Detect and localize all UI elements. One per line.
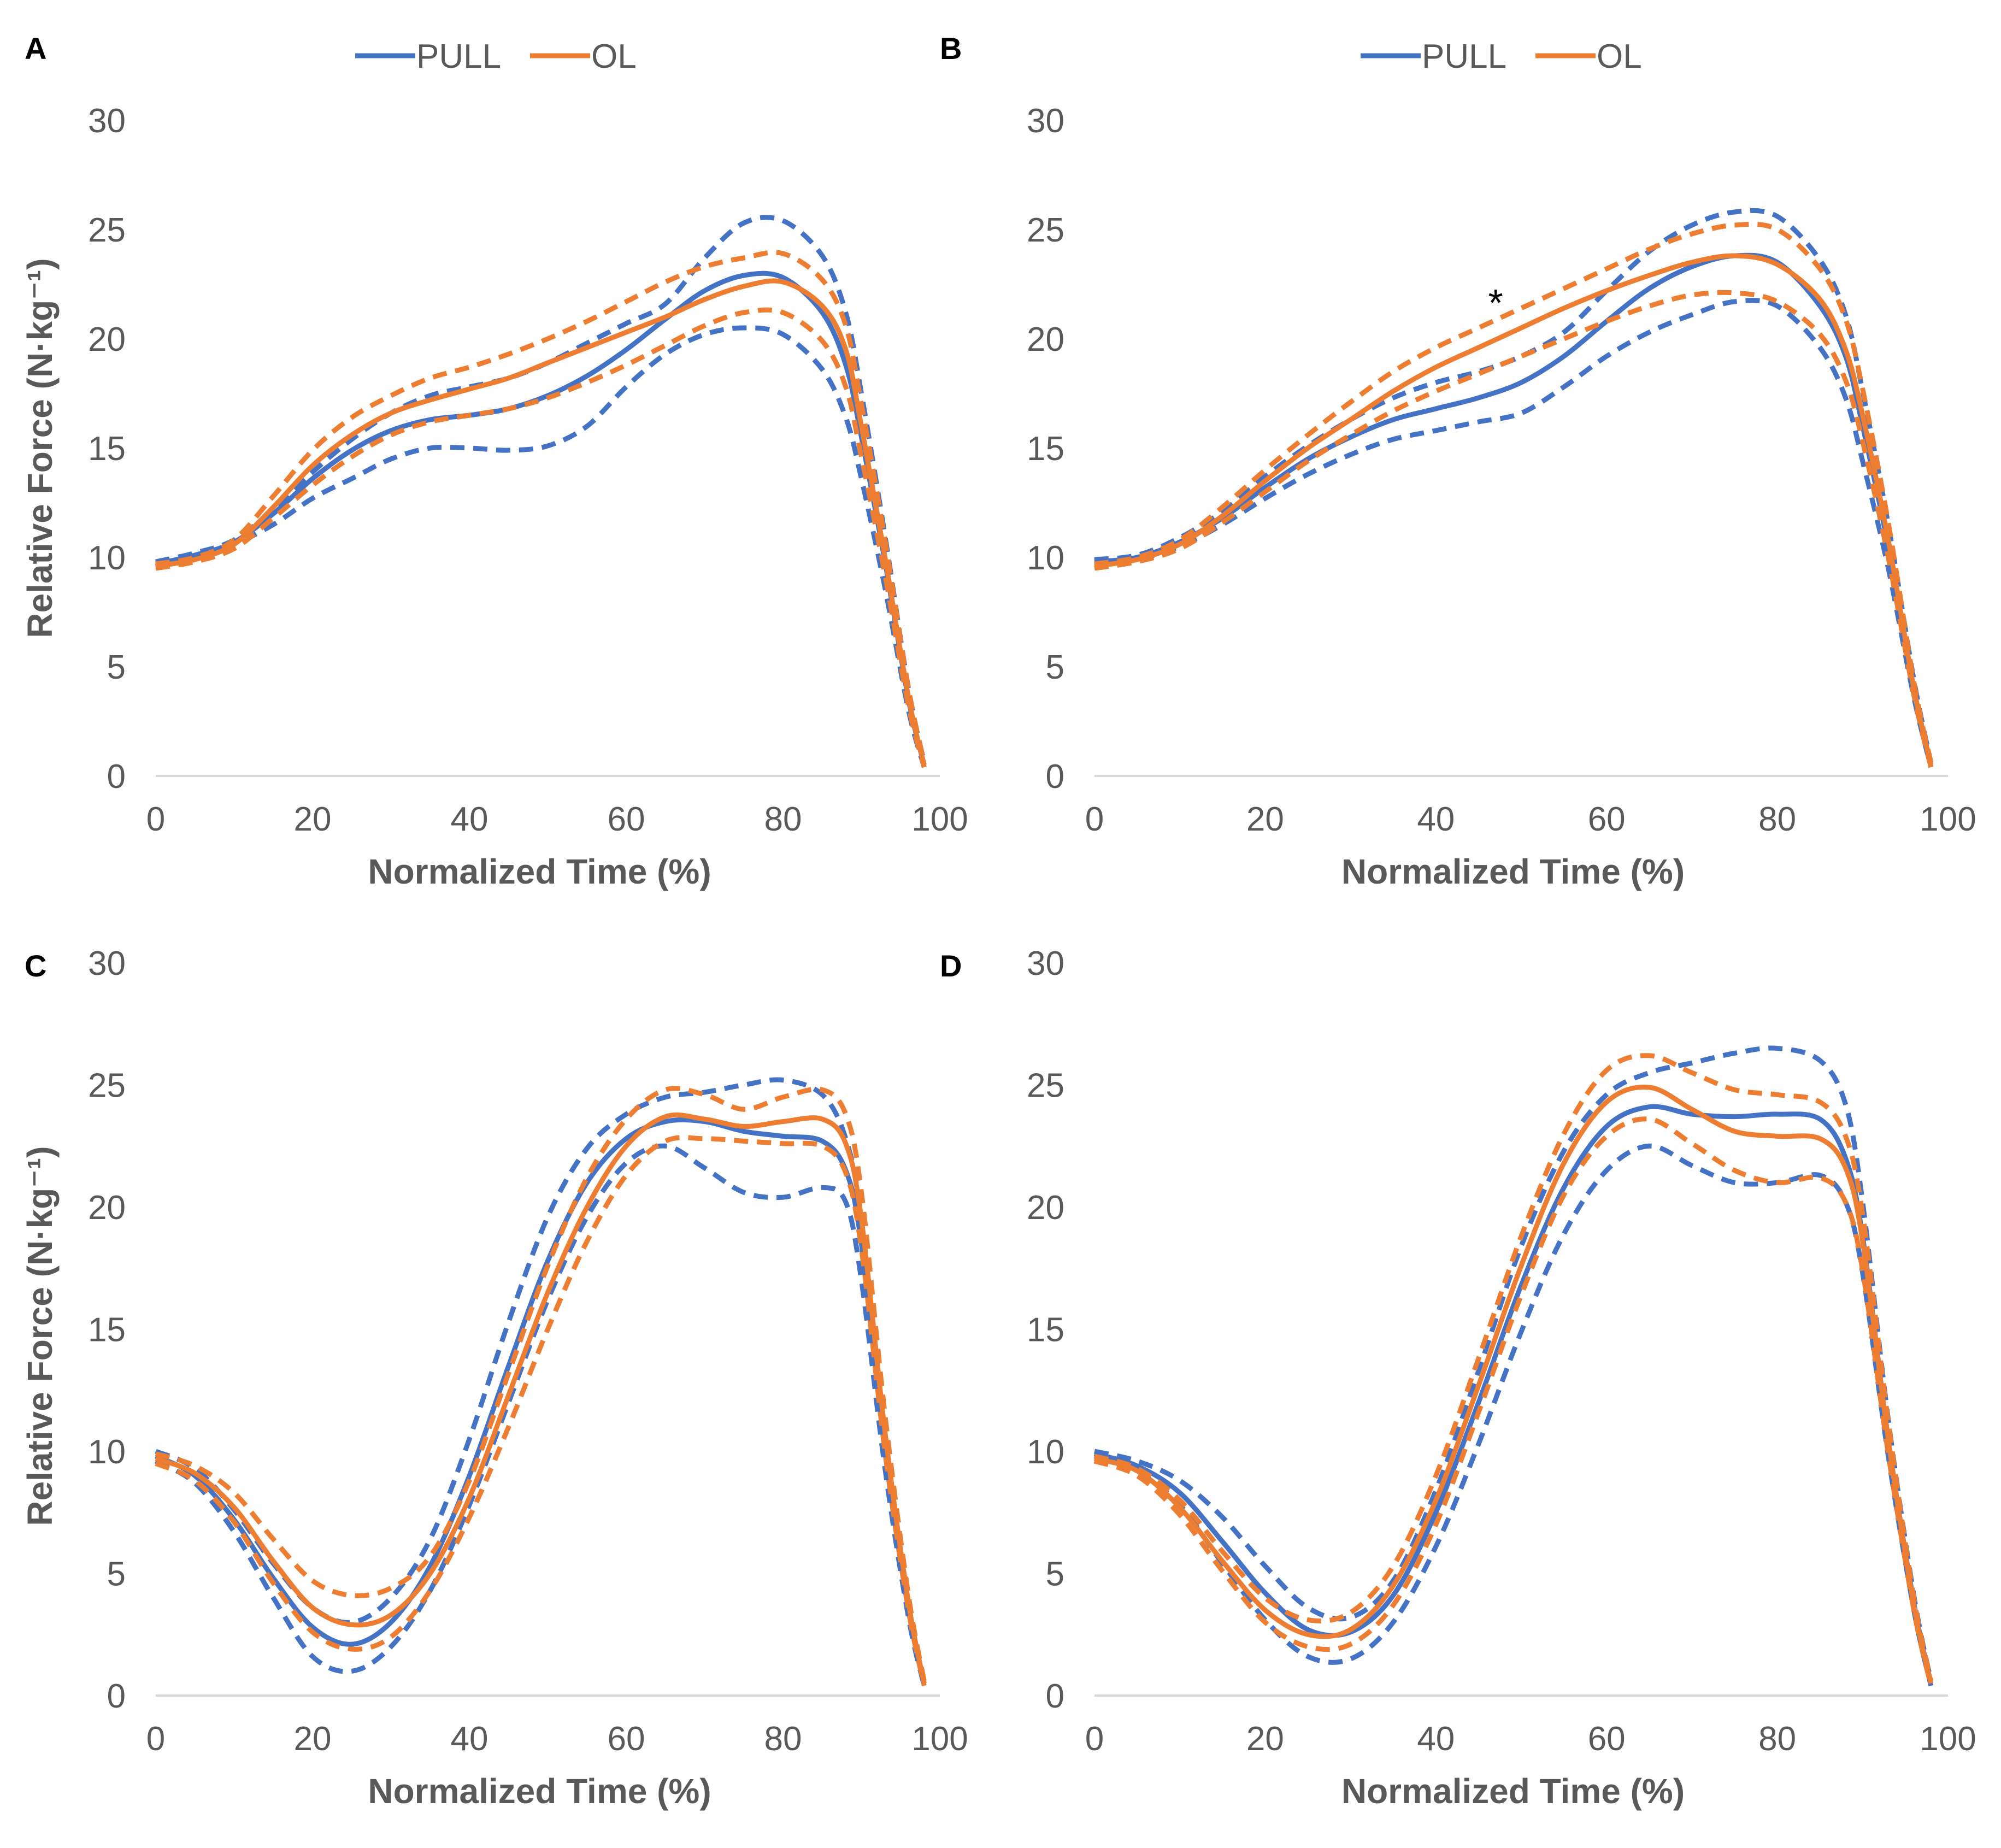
y-axis-title: Relative Force (N·kg⁻¹) [20, 1146, 60, 1526]
x-tick-label: 80 [1758, 1720, 1796, 1758]
y-tick-label: 20 [1027, 321, 1064, 358]
y-tick-label: 25 [1027, 211, 1064, 249]
x-tick-label: 80 [764, 1720, 802, 1758]
x-tick-label: 40 [1417, 801, 1455, 838]
ol-upper-sd-line [1093, 1053, 1934, 1682]
y-tick-label: 5 [1046, 1556, 1064, 1593]
x-tick-label: 20 [1246, 1720, 1284, 1758]
x-tick-label: 100 [1920, 1720, 1976, 1758]
panel-label: A [25, 31, 46, 66]
ol-mean-line [155, 1112, 927, 1684]
pull-upper-sd-line [155, 1077, 927, 1684]
x-tick-label: 40 [451, 1720, 489, 1758]
ol-mean-line [1093, 1085, 1934, 1684]
panel-d: D 0 5 10 15 20 25 30 0 20 40 60 80 100 Normalized Time… [940, 945, 1976, 1811]
x-tick-label: 100 [911, 1720, 968, 1758]
y-tick-label: 0 [107, 1678, 126, 1715]
y-tick-label: 5 [1046, 649, 1064, 686]
ol-lower-sd-line [1094, 290, 1934, 768]
y-axis-title: Relative Force (N·kg⁻¹) [20, 258, 60, 638]
y-tick-label: 20 [88, 321, 126, 358]
panel-b: B 0 5 10 15 20 25 30 0 20 40 60 80 100 Normalized Time… [940, 31, 1976, 891]
x-tick-label: 0 [146, 1720, 165, 1758]
x-axis-title: Normalized Time (%) [1341, 1772, 1685, 1811]
ol-lower-sd-line [155, 307, 927, 768]
x-axis-title: Normalized Time (%) [368, 1772, 711, 1811]
x-axis-title: Normalized Time (%) [368, 852, 711, 891]
pull-mean-line [154, 1117, 927, 1684]
x-tick-label: 60 [608, 801, 645, 838]
legend-label-pull: PULL [1422, 38, 1506, 75]
y-tick-label: 0 [107, 758, 126, 796]
x-tick-label: 80 [764, 801, 802, 838]
significance-marker: * [1488, 281, 1503, 324]
panel-label: B [940, 31, 962, 66]
pull-upper-sd-line [1093, 1045, 1934, 1682]
pull-lower-sd-line [1094, 298, 1934, 768]
ol-lower-sd-line [155, 1135, 927, 1687]
x-tick-label: 20 [294, 1720, 332, 1758]
y-tick-label: 30 [88, 102, 126, 140]
legend-label-ol: OL [591, 38, 637, 75]
y-tick-label: 5 [107, 1556, 126, 1593]
series-group [155, 215, 927, 768]
y-tick-label: 25 [1027, 1067, 1064, 1105]
x-axis-title: Normalized Time (%) [1341, 852, 1685, 891]
x-tick-label: 60 [1588, 1720, 1626, 1758]
x-tick-label: 0 [146, 801, 165, 838]
y-tick-label: 15 [1027, 1311, 1064, 1349]
pull-mean-line [1093, 1104, 1934, 1684]
x-tick-label: 100 [911, 801, 968, 838]
y-tick-label: 30 [1027, 102, 1064, 140]
y-tick-label: 20 [1027, 1189, 1064, 1227]
ol-upper-sd-line [155, 250, 927, 763]
legend: PULL OL [1361, 38, 1642, 75]
legend-label-pull: PULL [416, 38, 501, 75]
ol-mean-line [155, 278, 927, 766]
y-tick-label: 0 [1046, 758, 1064, 796]
panel-label: D [940, 949, 962, 983]
y-tick-label: 15 [88, 430, 126, 468]
pull-upper-sd-line [1094, 208, 1934, 763]
y-tick-label: 15 [88, 1311, 126, 1349]
x-tick-label: 0 [1085, 801, 1104, 838]
y-tick-label: 10 [88, 1433, 126, 1471]
x-tick-label: 60 [608, 1720, 645, 1758]
series-group [1093, 1045, 1934, 1687]
y-tick-label: 30 [88, 945, 126, 982]
pull-lower-sd-line [155, 325, 927, 768]
y-tick-label: 15 [1027, 430, 1064, 468]
series-group [1094, 208, 1934, 768]
y-tick-label: 10 [88, 539, 126, 577]
x-tick-label: 40 [451, 801, 489, 838]
y-tick-label: 25 [88, 1067, 126, 1105]
y-tick-label: 0 [1046, 1678, 1064, 1715]
ol-upper-sd-line [1094, 221, 1934, 763]
y-tick-label: 20 [88, 1189, 126, 1227]
legend-label-ol: OL [1597, 38, 1642, 75]
y-tick-label: 30 [1027, 945, 1064, 982]
x-tick-label: 20 [294, 801, 332, 838]
ol-upper-sd-line [155, 1086, 927, 1682]
y-tick-label: 10 [1027, 1433, 1064, 1471]
pull-lower-sd-line [154, 1143, 927, 1687]
panel-a: A 0 5 10 15 20 25 30 0 20 40 60 80 100 Normalized Time… [20, 31, 968, 891]
x-tick-label: 80 [1758, 801, 1796, 838]
ol-mean-line [1094, 253, 1934, 766]
x-tick-label: 0 [1085, 1720, 1104, 1758]
x-tick-label: 20 [1246, 801, 1284, 838]
y-tick-label: 25 [88, 211, 126, 249]
panel-label: C [25, 949, 46, 983]
y-tick-label: 10 [1027, 539, 1064, 577]
x-tick-label: 40 [1417, 1720, 1455, 1758]
ol-lower-sd-line [1093, 1116, 1934, 1687]
y-tick-label: 5 [107, 649, 126, 686]
legend: PULL OL [355, 38, 637, 75]
panel-c: C 0 5 10 15 20 25 30 0 20 40 60 80 100 Normalized Time… [20, 945, 968, 1811]
pull-lower-sd-line [1093, 1143, 1934, 1687]
x-tick-label: 60 [1588, 801, 1626, 838]
x-tick-label: 100 [1920, 801, 1976, 838]
series-group [154, 1077, 927, 1687]
